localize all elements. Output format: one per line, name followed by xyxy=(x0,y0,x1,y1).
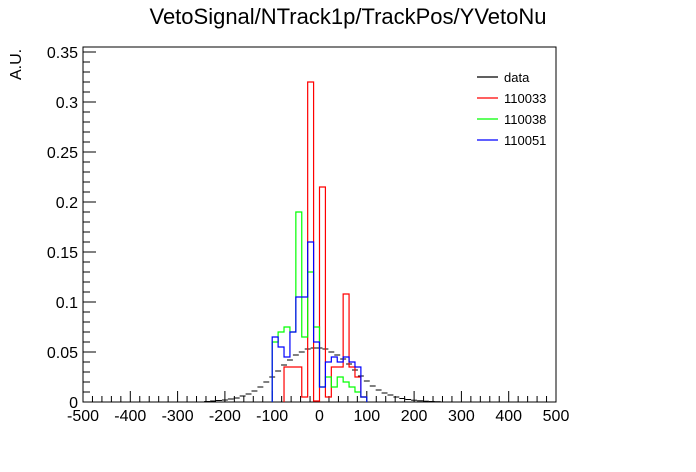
x-tick-label: 100 xyxy=(353,408,380,425)
x-tick-label: -200 xyxy=(209,408,241,425)
series-110033 xyxy=(283,81,368,402)
legend-label-110038: 110038 xyxy=(504,112,546,127)
series-110051 xyxy=(271,241,368,402)
y-tick-label: 0.2 xyxy=(56,195,78,212)
x-tick-label: 400 xyxy=(495,408,522,425)
x-tick-label: 0 xyxy=(315,408,324,425)
legend-label-110033: 110033 xyxy=(504,91,546,106)
x-tick-label: -500 xyxy=(67,408,99,425)
y-tick-label: 0.1 xyxy=(56,295,78,312)
y-tick-label: 0.05 xyxy=(47,345,78,362)
y-tick-label: 0.3 xyxy=(56,95,78,112)
y-tick-label: 0.25 xyxy=(47,145,78,162)
histogram-step-line xyxy=(271,241,368,402)
x-tick-label: -300 xyxy=(162,408,194,425)
legend-label-data: data xyxy=(504,70,530,85)
legend-label-110051: 110051 xyxy=(504,133,546,148)
x-tick-label: -400 xyxy=(114,408,146,425)
x-tick-label: 500 xyxy=(543,408,570,425)
series-data xyxy=(204,347,441,403)
chart-title: VetoSignal/NTrack1p/TrackPos/YVetoNu xyxy=(149,4,547,29)
y-tick-label: 0.35 xyxy=(47,45,78,62)
x-tick-label: 300 xyxy=(448,408,475,425)
x-tick-label: 200 xyxy=(401,408,428,425)
histogram-step-line xyxy=(283,81,368,402)
y-tick-label: 0 xyxy=(69,395,78,412)
y-tick-label: 0.15 xyxy=(47,245,78,262)
x-tick-label: -100 xyxy=(256,408,288,425)
